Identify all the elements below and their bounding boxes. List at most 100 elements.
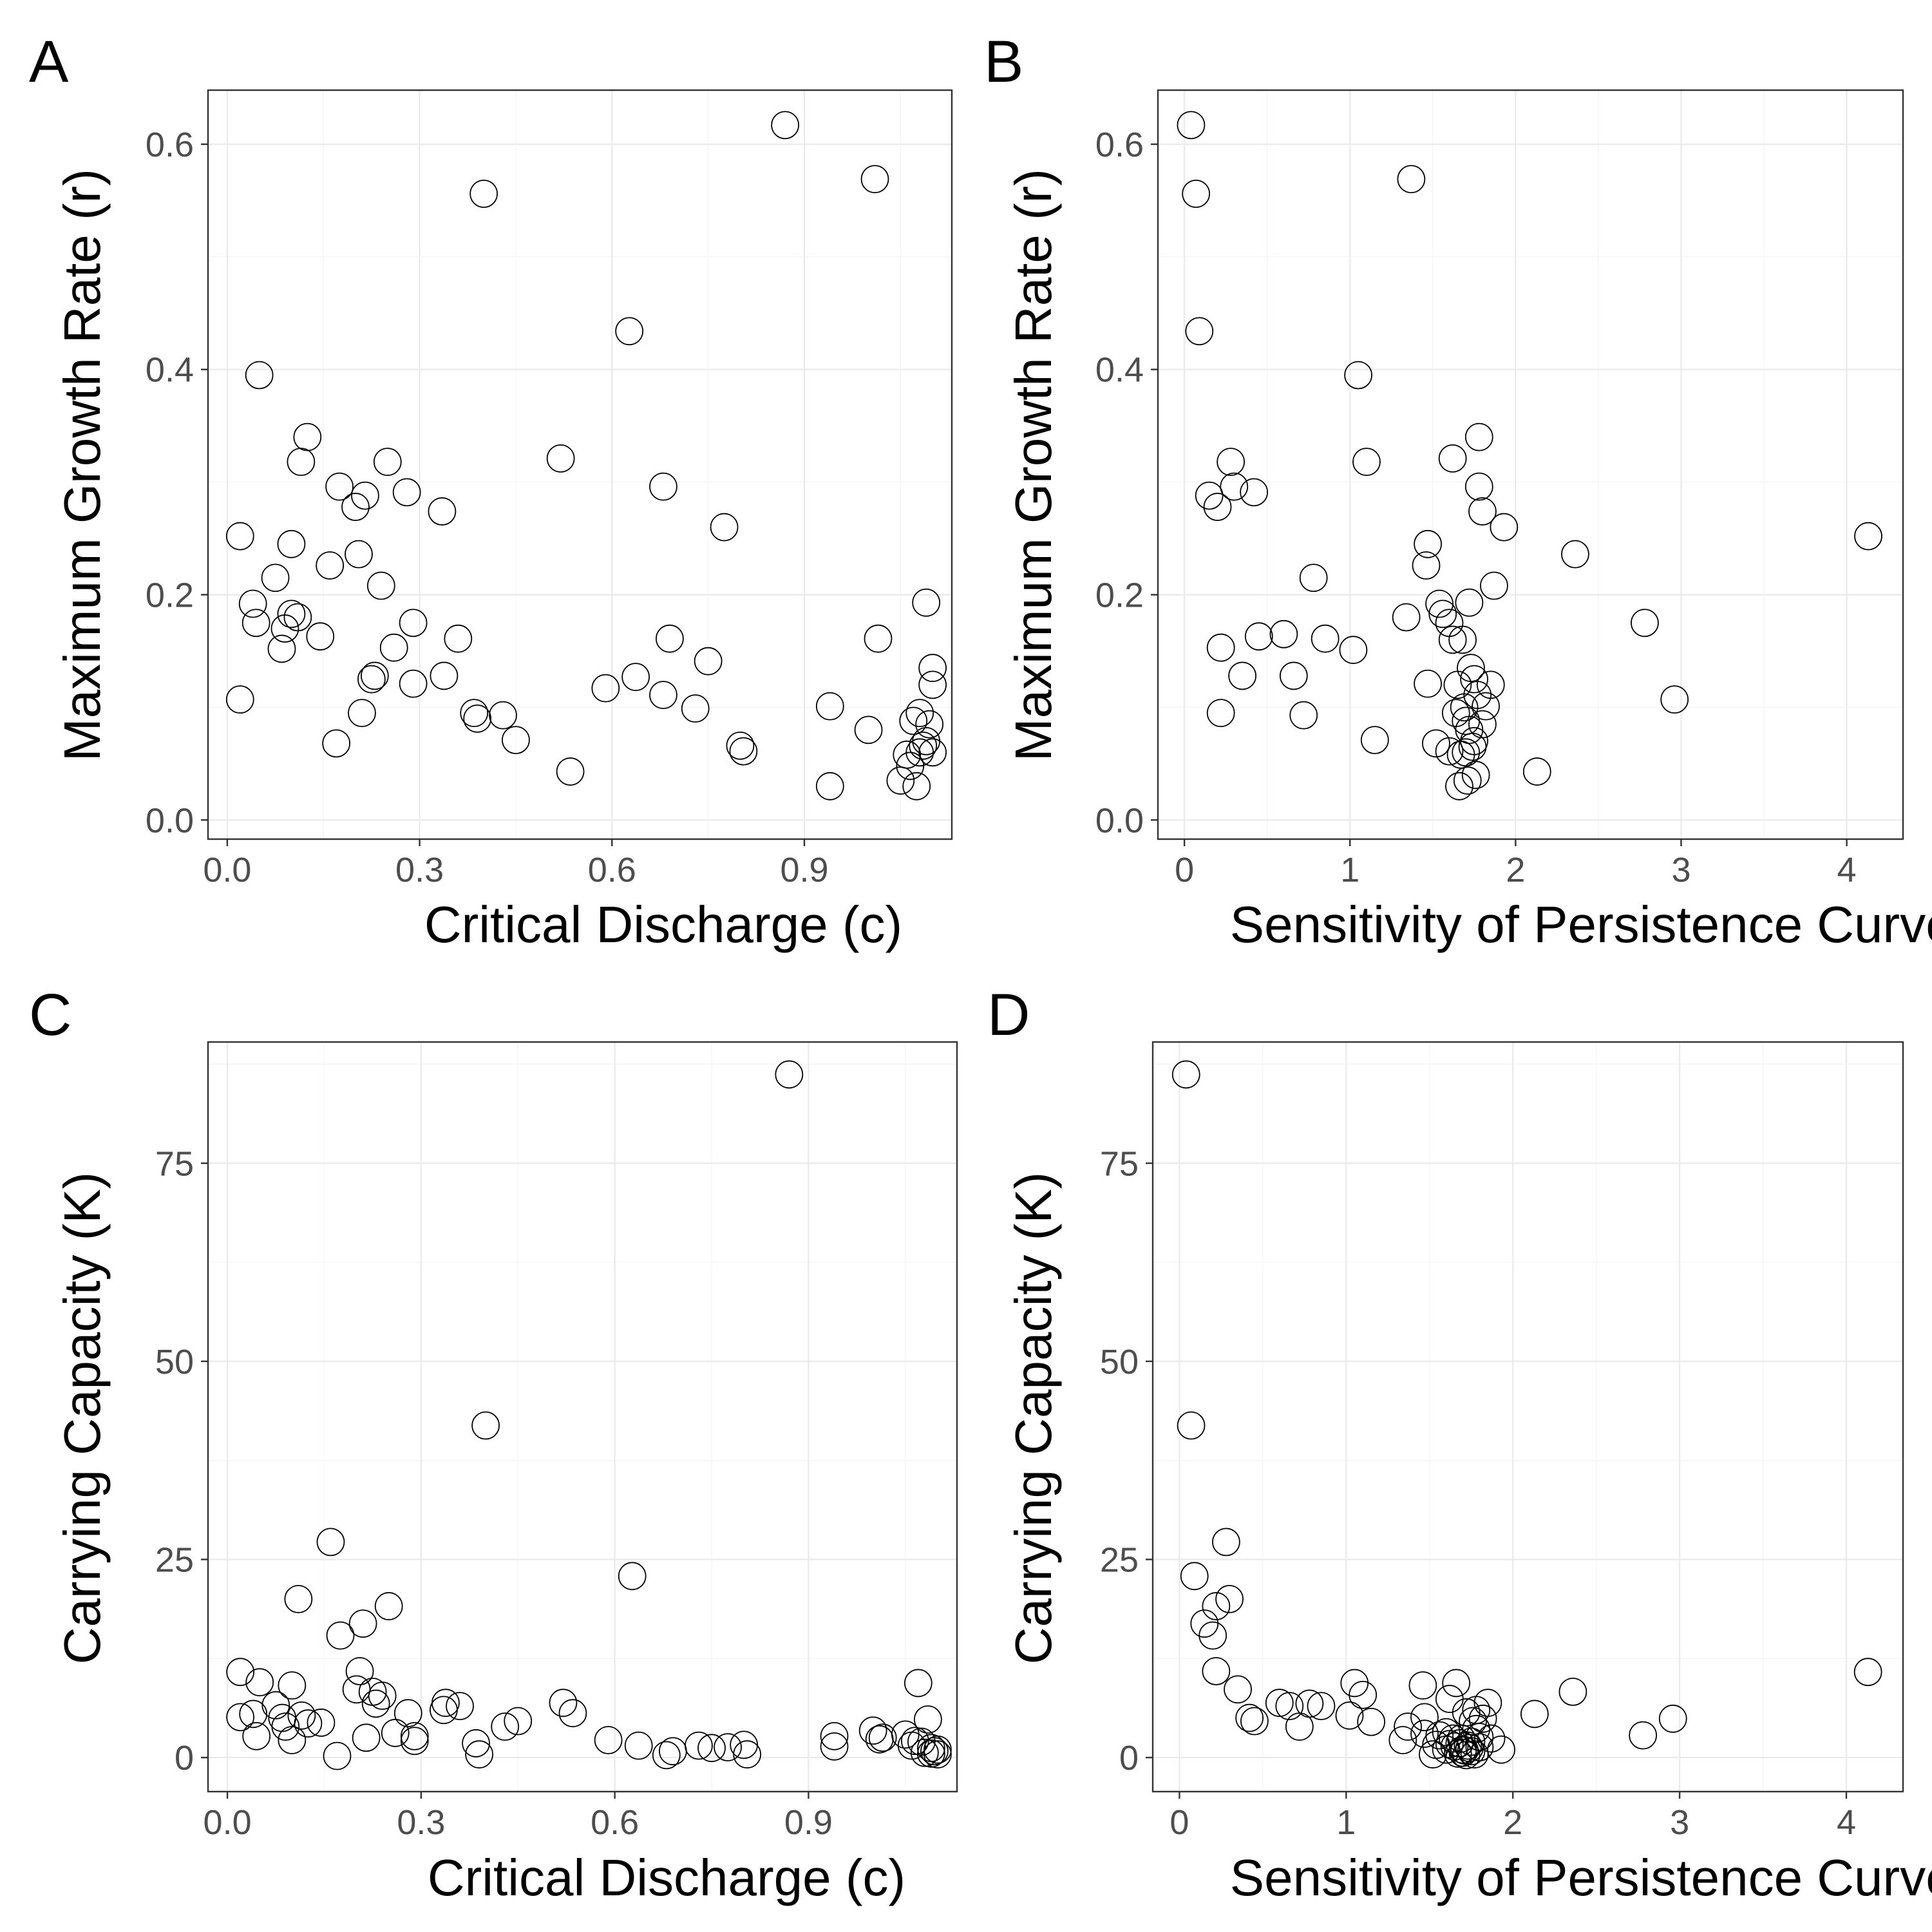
data-point — [1340, 1669, 1369, 1698]
x-axis-title: Critical Discharge (c) — [424, 896, 902, 953]
data-point — [915, 710, 944, 739]
data-point — [373, 448, 402, 477]
data-point — [1459, 1707, 1487, 1736]
data-point — [1472, 692, 1500, 721]
data-point — [1457, 1737, 1486, 1766]
data-point — [1177, 1411, 1206, 1440]
y-tick-label: 0.4 — [1095, 351, 1144, 390]
data-point — [652, 1741, 681, 1770]
data-point — [271, 1712, 300, 1741]
data-point — [1215, 1585, 1244, 1613]
data-point — [348, 699, 376, 728]
data-point — [1414, 669, 1442, 698]
data-point — [1465, 1733, 1494, 1761]
data-point — [1177, 111, 1206, 140]
data-point — [1520, 1700, 1549, 1728]
data-point — [1445, 772, 1473, 800]
x-tick-label: 3 — [1670, 1803, 1689, 1842]
data-point — [1438, 444, 1467, 473]
y-axis-title: Carrying Capacity (K) — [53, 1172, 111, 1665]
data-point — [381, 1719, 410, 1747]
data-point — [621, 663, 650, 692]
y-tick-label: 0.4 — [146, 351, 194, 390]
data-point — [277, 529, 306, 558]
data-point — [1452, 1698, 1481, 1727]
x-tick-label: 1 — [1340, 851, 1359, 889]
data-point — [1220, 472, 1249, 501]
data-point — [1335, 1701, 1364, 1730]
data-point — [910, 1738, 939, 1767]
data-point — [294, 1709, 323, 1738]
data-point — [1438, 625, 1467, 654]
data-point — [1476, 670, 1505, 699]
data-point — [918, 654, 947, 683]
data-point — [1422, 729, 1450, 758]
data-point — [360, 661, 389, 690]
panel-d: 0 1 2 3 4 0 25 50 75 Sensitivity of Persistence C… — [987, 982, 1932, 1906]
data-point — [1457, 1727, 1486, 1756]
data-point — [1202, 1657, 1231, 1685]
data-point — [1435, 1730, 1464, 1759]
data-point — [1185, 317, 1214, 346]
data-point — [293, 422, 322, 451]
data-point — [1240, 478, 1269, 507]
data-point — [912, 588, 941, 617]
data-point — [428, 497, 457, 526]
plot-background — [208, 1042, 957, 1792]
data-point — [697, 1734, 726, 1763]
data-point — [1558, 1678, 1587, 1706]
data-point — [714, 1733, 742, 1761]
data-point — [920, 1737, 949, 1766]
x-tick-label: 0.3 — [395, 851, 444, 889]
data-point — [1394, 1712, 1423, 1741]
data-point — [323, 1741, 352, 1770]
panel-c: 0.0 0.3 0.6 0.9 0 25 50 75 Critical Discharge (c… — [29, 982, 958, 1906]
data-point — [1468, 497, 1497, 526]
data-point — [899, 706, 928, 735]
data-point — [287, 1701, 316, 1730]
data-point — [556, 757, 585, 786]
y-tick-label: 50 — [1100, 1343, 1139, 1381]
data-point — [815, 772, 844, 800]
data-point — [854, 715, 883, 744]
data-point — [322, 729, 351, 758]
data-point — [1182, 179, 1211, 208]
x-axis-title: Sensitivity of Persistence Curve (s) — [1230, 1849, 1932, 1906]
data-point — [909, 731, 938, 760]
data-point — [1428, 600, 1457, 629]
plot-frame — [207, 1041, 958, 1793]
data-point — [277, 600, 306, 629]
data-point — [393, 1699, 422, 1728]
data-point — [239, 1700, 268, 1728]
x-tick-label: 0.6 — [588, 851, 636, 889]
data-point — [284, 1585, 313, 1613]
data-point — [463, 704, 492, 733]
data-point — [1410, 1703, 1439, 1732]
data-point — [1448, 625, 1477, 654]
data-point — [1198, 1621, 1227, 1650]
data-point — [1468, 1704, 1497, 1733]
data-point — [860, 165, 889, 194]
data-point — [1217, 448, 1245, 477]
panel-letter: D — [987, 982, 1030, 1048]
data-point — [379, 633, 408, 662]
panel-letter: C — [29, 982, 71, 1048]
y-tick-label: 25 — [155, 1540, 194, 1579]
x-tick-label: 0.0 — [203, 851, 251, 889]
data-point — [1453, 766, 1482, 795]
data-point — [261, 1690, 290, 1719]
data-point — [460, 699, 489, 728]
data-point — [1461, 761, 1490, 790]
data-point — [775, 1060, 804, 1089]
data-point — [655, 624, 684, 653]
data-point — [1299, 564, 1328, 592]
data-point — [681, 694, 710, 723]
panel-letter: A — [29, 29, 69, 95]
data-point — [1265, 1689, 1294, 1718]
data-point — [430, 661, 459, 690]
data-point — [345, 1657, 374, 1685]
data-point — [1240, 1707, 1269, 1736]
data-point — [1660, 685, 1689, 714]
data-point — [345, 540, 373, 569]
data-point — [733, 1740, 762, 1769]
